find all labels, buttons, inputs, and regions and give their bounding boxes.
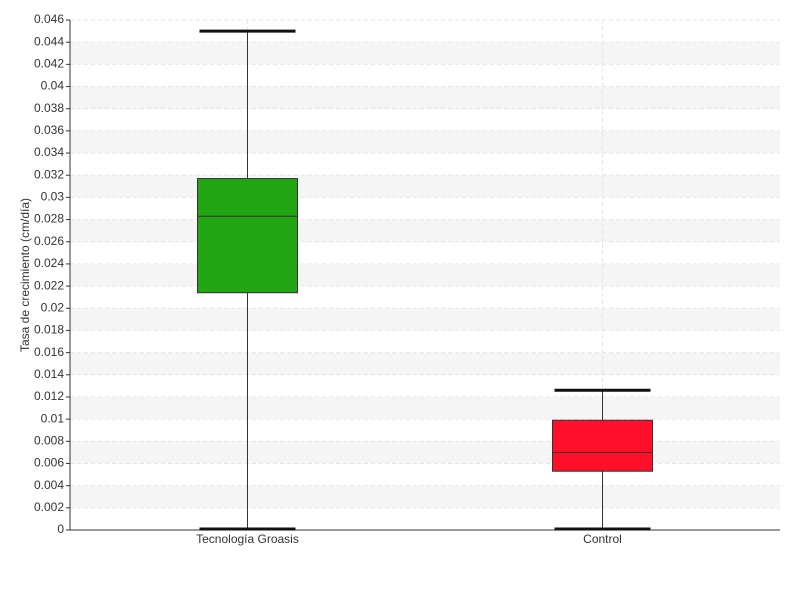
y-tick-label: 0.028 [34, 212, 64, 226]
grid-band [70, 86, 780, 109]
y-tick-label: 0.004 [34, 478, 64, 492]
grid-band [70, 42, 780, 65]
grid-band [70, 308, 780, 331]
grid-band [70, 175, 780, 198]
box [197, 178, 298, 294]
y-axis-label: Tasa de crecimiento (cm/día) [18, 198, 32, 352]
y-tick-label: 0 [57, 522, 64, 536]
grid-band [70, 396, 780, 420]
y-tick-label: 0.024 [34, 256, 64, 270]
y-tick-label: 0.046 [34, 12, 64, 26]
y-tick-label: 0.012 [34, 389, 64, 403]
y-tick-label: 0.04 [41, 79, 65, 93]
grid-band [70, 441, 780, 464]
grid-band [70, 263, 780, 287]
grid-band [70, 130, 780, 154]
grid-band [70, 219, 780, 242]
y-tick-label: 0.01 [41, 411, 65, 425]
y-tick-label: 0.014 [34, 367, 64, 381]
y-tick-label: 0.03 [41, 190, 65, 204]
y-tick-label: 0.002 [34, 500, 64, 514]
y-tick-label: 0.032 [34, 167, 64, 181]
grid-band [70, 485, 780, 508]
y-tick-label: 0.016 [34, 345, 64, 359]
y-tick-label: 0.02 [41, 300, 65, 314]
y-tick-label: 0.022 [34, 278, 64, 292]
y-tick-label: 0.018 [34, 323, 64, 337]
y-tick-label: 0.038 [34, 101, 64, 115]
x-tick-label: Tecnología Groasis [196, 532, 299, 546]
y-tick-label: 0.008 [34, 433, 64, 447]
x-tick-label: Control [583, 532, 622, 546]
box [552, 419, 653, 472]
grid-band [70, 352, 780, 375]
y-tick-label: 0.036 [34, 123, 64, 137]
y-tick-label: 0.026 [34, 234, 64, 248]
y-tick-label: 0.044 [34, 34, 64, 48]
y-tick-label: 0.034 [34, 145, 64, 159]
y-tick-label: 0.006 [34, 456, 64, 470]
y-tick-label: 0.042 [34, 57, 64, 71]
